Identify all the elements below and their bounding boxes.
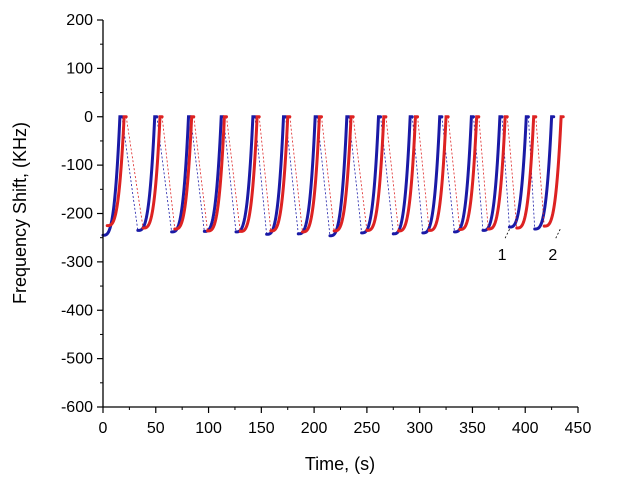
series-2-cycle-2 [141,115,164,230]
annotation-leader-2 [555,227,562,239]
annotation-leader-1 [504,227,511,239]
series-1-cycle-2 [136,115,159,232]
series-2-cycle-12 [458,115,481,231]
series-2-cycle-10 [397,115,420,233]
series-1-cycle-1 [101,115,124,237]
series-2-return-7 [321,116,335,231]
series-1-return-8 [348,116,363,233]
series-1-cycle-7 [296,115,319,236]
series-1-return-10 [411,116,424,233]
series-2-return-13 [506,116,518,229]
x-axis-title: Time, (s) [305,454,375,474]
series-2-cycle-11 [427,115,450,232]
y-tick-label: -200 [61,206,93,223]
series-1-cycle-6 [265,115,288,236]
x-tick-label: 400 [512,420,539,437]
series-1-cycle-5 [234,115,257,234]
series-1-return-11 [441,116,455,232]
series-2-return-8 [352,116,368,231]
x-tick-label: 0 [99,420,108,437]
series-2-return-1 [125,116,144,229]
series-1-cycle-12 [453,115,475,234]
annotation-label-2: 2 [548,247,557,264]
series-layer [101,115,565,238]
series-1-cycle-11 [421,115,444,235]
series-2-return-2 [161,116,176,230]
series-2-return-6 [289,116,303,232]
series-2-cycle-13 [486,115,509,231]
x-tick-label: 300 [406,420,433,437]
x-tick-label: 250 [354,420,381,437]
series-1-return-13 [501,116,510,228]
y-tick-label: -600 [61,399,93,416]
series-1-cycle-3 [170,115,193,234]
series-1-return-3 [190,116,205,232]
y-axis-title: Frequency Shift, (KHz) [10,122,30,304]
series-1-return-2 [156,116,173,232]
series-1-return-4 [222,116,237,232]
series-2-return-3 [193,116,208,231]
series-2 [105,115,565,234]
series-2-cycle-8 [332,115,355,233]
series-1-cycle-10 [391,115,414,236]
x-tick-label: 350 [459,420,486,437]
series-2-cycle-1 [105,115,128,228]
series-1-return-1 [121,116,139,231]
y-tick-label: 0 [84,109,93,126]
series-1-cycle-9 [360,115,383,235]
series-2-return-11 [447,116,461,230]
series-2-cycle-6 [269,115,292,233]
x-tick-label: 100 [195,420,222,437]
series-2-cycle-4 [206,115,228,233]
series-2-return-9 [385,116,399,231]
series-2-cycle-7 [301,115,323,234]
series-2-return-12 [478,116,489,230]
series-2-return-4 [226,116,241,232]
series-1-cycle-15 [533,115,556,231]
y-tick-label: 200 [66,12,93,29]
series-2-return-5 [258,116,272,231]
y-tick-label: 100 [66,60,93,77]
x-tick-label: 450 [565,420,592,437]
x-tick-label: 150 [248,420,275,437]
series-2-return-10 [417,116,430,231]
series-1 [101,115,556,238]
x-tick-label: 200 [301,420,328,437]
annotation-label-1: 1 [498,247,507,264]
x-tick-label: 50 [147,420,165,437]
ticks-layer: 200 100 0 -100 -200 -300 -400 -500 -600 0 50 100 150… [61,12,591,437]
series-2-cycle-14 [515,115,538,230]
series-1-return-12 [473,116,484,231]
series-1-cycle-14 [507,115,530,229]
series-2-cycle-3 [173,115,196,231]
series-2-cycle-5 [238,115,261,233]
series-2-cycle-9 [365,115,388,232]
y-tick-label: -300 [61,254,93,271]
y-tick-label: -100 [61,157,93,174]
series-2-cycle-15 [542,115,565,228]
series-2-return-14 [535,116,545,227]
series-1-cycle-13 [481,115,504,232]
series-1-cycle-8 [328,115,351,238]
y-tick-label: -500 [61,351,93,368]
y-tick-label: -400 [61,302,93,319]
